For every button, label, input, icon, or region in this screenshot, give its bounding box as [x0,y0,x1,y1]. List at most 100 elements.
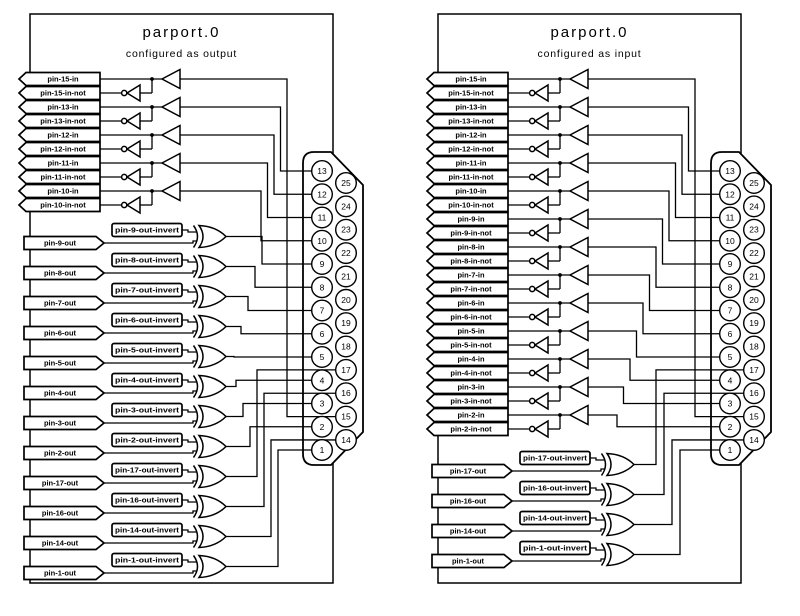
connector-pin-number: 19 [341,318,351,328]
invert-param-box [111,282,183,298]
not-bubble-icon [120,117,128,125]
junction-dot [558,245,562,249]
wire [104,270,197,274]
xor-gate-icon [197,404,228,429]
hal-out-pin-tag [23,265,106,281]
not-bubble-icon [528,173,536,181]
connector-pin [743,218,766,241]
out-pin-row: pin-8-out-invert pin-8-out [23,252,228,281]
junction-dot [150,133,154,137]
hal-in-pin-tag [17,197,101,213]
xor-input-arc [192,285,199,308]
connector-pin [335,242,358,265]
in-pin-label: pin-5-in [457,327,484,336]
connector-pin [311,299,334,322]
invert-label: pin-14-out-invert [115,526,180,535]
xor-gate-icon [197,224,228,249]
hal-in-pin-tag [17,99,101,115]
connector-pin-number: 20 [341,295,351,305]
connector-pin [743,428,766,451]
invert-param-box [111,492,183,508]
junction-dot [558,161,562,165]
hal-in-pin-tag [17,113,101,129]
connector-pin-number: 23 [341,225,351,235]
connector-pin-number: 25 [341,178,351,188]
in-pin-not-label: pin-12-in-not [40,145,86,154]
connector-pin [311,392,334,415]
connector-pin [743,358,766,381]
hal-in-pin-tag [425,309,509,325]
not-bubble-icon [528,341,536,349]
invert-label: pin-4-out-invert [115,376,180,385]
connector-pins: 1312111098765432125242322212019181716151… [719,159,766,462]
connector-pin [743,405,766,428]
in-pin-pair: pin-5-in pin-5-in-not [425,320,589,355]
connector-pin-number: 22 [749,248,759,258]
not-bubble-icon [528,145,536,153]
in-pin-not-label: pin-11-in-not [449,173,494,182]
hal-out-pin-tag [23,355,106,371]
not-gate-icon [125,83,141,103]
not-gate-icon [533,363,549,383]
out-pin-row: pin-6-out-invert pin-6-out [23,312,228,341]
xor-gate-icon [605,542,636,567]
invert-label: pin-5-out-invert [115,346,180,355]
in-pin-label: pin-9-in [457,215,484,224]
wire [104,450,197,454]
connector-pin-number: 15 [341,412,351,422]
buffer-gate-icon [568,348,589,370]
in-pin-pair: pin-10-in pin-10-in-not [17,180,181,215]
connector-pin-number: 6 [320,329,325,339]
connector-pin [719,206,742,229]
wire [104,360,197,364]
invert-param-box [519,480,591,496]
not-bubble-icon [120,145,128,153]
out-pin-row: pin-17-out-invert pin-17-out [23,462,228,491]
connector-pin [311,206,334,229]
wire [590,487,605,491]
junction-dot [558,357,562,361]
hal-in-pin-tag [17,71,101,87]
hal-out-pin-tag [431,553,514,569]
connector-pin [311,252,334,275]
not-gate-icon [125,111,141,131]
wire [180,78,336,418]
out-pin-label: pin-17-out [450,467,487,476]
in-pin-label: pin-4-in [457,355,484,364]
in-pin-label: pin-6-in [457,299,484,308]
connector-pin [335,195,358,218]
hal-in-pin-tag [425,99,509,115]
out-pin-label: pin-16-out [450,497,487,506]
xor-input-arc [192,525,199,548]
in-pin-label: pin-2-in [457,411,484,420]
connector-pin [335,428,358,451]
xor-gate-icon [197,494,228,519]
in-pin-not-label: pin-3-in-not [450,397,492,406]
in-pin-label: pin-15-in [47,75,79,84]
hal-in-pin-tag [425,421,509,437]
wire [588,274,720,312]
invert-param-box [111,462,183,478]
out-pin-row: pin-16-out-invert pin-16-out [431,480,636,509]
xor-input-arc [600,483,607,506]
connector-pin-number: 6 [728,329,733,339]
connector-pin [743,265,766,288]
xor-gate-icon [197,524,228,549]
buffer-gate-icon [160,152,181,174]
in-pin-not-label: pin-2-in-not [450,425,492,434]
out-pin-label: pin-3-out [44,419,77,428]
connector-pin-number: 18 [749,342,759,352]
xor-gate-icon [197,314,228,339]
junction-dot [558,217,562,221]
xor-gate-icon [197,344,228,369]
out-pin-row: pin-14-out-invert pin-14-out [431,510,636,539]
connector-pin-number: 7 [728,306,733,316]
connector-pin [311,159,334,182]
not-gate-icon [125,195,141,215]
in-pin-pair: pin-15-in pin-15-in-not [425,68,589,103]
in-pin-not-label: pin-13-in-not [448,117,494,126]
wire [182,289,197,293]
connector-pin [311,276,334,299]
out-pin-label: pin-1-out [452,557,485,566]
wire [182,559,197,563]
